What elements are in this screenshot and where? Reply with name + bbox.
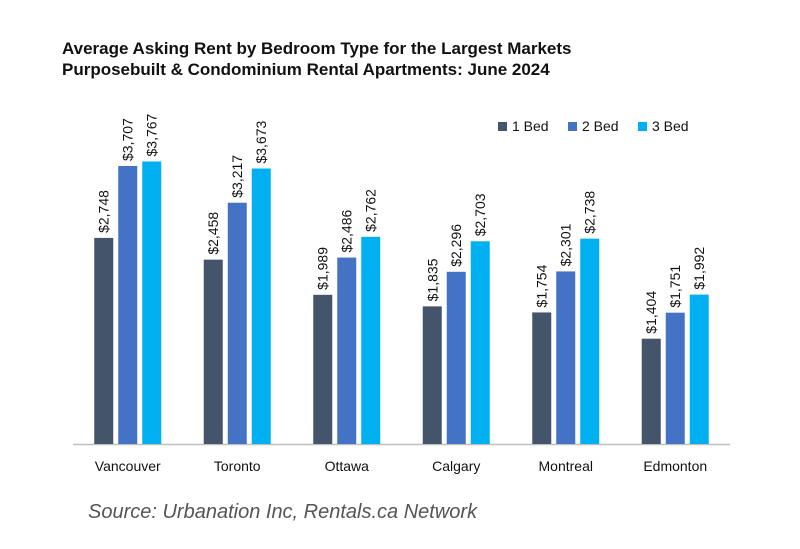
x-tick-label: Edmonton [643, 458, 707, 474]
bar-2-bed-montreal [556, 271, 576, 444]
data-label: $2,296 [448, 224, 464, 267]
data-label: $1,754 [534, 264, 550, 307]
data-label: $2,458 [205, 212, 221, 255]
bar-3-bed-calgary [470, 241, 490, 444]
x-tick-label: Ottawa [325, 458, 370, 474]
bar-1-bed-edmonton [641, 338, 661, 444]
chart-title-line2: Purposebuilt & Condominium Rental Apartm… [62, 60, 550, 79]
legend-swatch [638, 122, 647, 131]
data-label: $1,404 [643, 291, 659, 334]
data-label: $2,301 [558, 223, 574, 266]
data-label: $3,767 [144, 113, 160, 156]
legend-swatch [498, 122, 507, 131]
bar-1-bed-ottawa [313, 294, 333, 444]
data-label: $1,992 [691, 247, 707, 290]
legend-label: 3 Bed [652, 118, 689, 134]
data-label: $1,835 [424, 258, 440, 301]
data-label: $1,989 [315, 247, 331, 290]
legend-label: 2 Bed [582, 118, 619, 134]
bar-2-bed-calgary [446, 271, 466, 444]
data-label: $2,486 [339, 210, 355, 253]
data-label: $2,762 [363, 189, 379, 232]
data-label: $2,703 [472, 193, 488, 236]
bar-2-bed-ottawa [337, 257, 357, 444]
bar-1-bed-toronto [203, 259, 223, 444]
bar-3-bed-montreal [580, 238, 600, 444]
bar-3-bed-edmonton [689, 294, 709, 444]
bar-1-bed-montreal [532, 312, 552, 444]
bar-2-bed-vancouver [118, 165, 138, 444]
source-note: Source: Urbanation Inc, Rentals.ca Netwo… [88, 501, 478, 523]
bar-1-bed-calgary [422, 306, 442, 444]
bar-3-bed-vancouver [142, 161, 162, 444]
bar-3-bed-ottawa [361, 236, 381, 444]
bar-2-bed-edmonton [665, 312, 685, 444]
data-label: $3,707 [120, 118, 136, 161]
data-label: $2,748 [96, 190, 112, 233]
bar-1-bed-vancouver [94, 237, 114, 444]
x-tick-label: Calgary [432, 458, 480, 474]
data-label: $3,217 [229, 155, 245, 198]
x-tick-label: Montreal [539, 458, 593, 474]
legend-label: 1 Bed [512, 118, 549, 134]
legend-swatch [568, 122, 577, 131]
data-label: $3,673 [253, 120, 269, 163]
bar-3-bed-toronto [251, 168, 271, 444]
x-tick-label: Vancouver [95, 458, 161, 474]
data-label: $2,738 [582, 191, 598, 234]
data-label: $1,751 [667, 265, 683, 308]
chart-title: Average Asking Rent by Bedroom Type for … [62, 38, 762, 80]
x-tick-label: Toronto [214, 458, 261, 474]
chart-title-line1: Average Asking Rent by Bedroom Type for … [62, 39, 572, 58]
bar-2-bed-toronto [227, 202, 247, 444]
